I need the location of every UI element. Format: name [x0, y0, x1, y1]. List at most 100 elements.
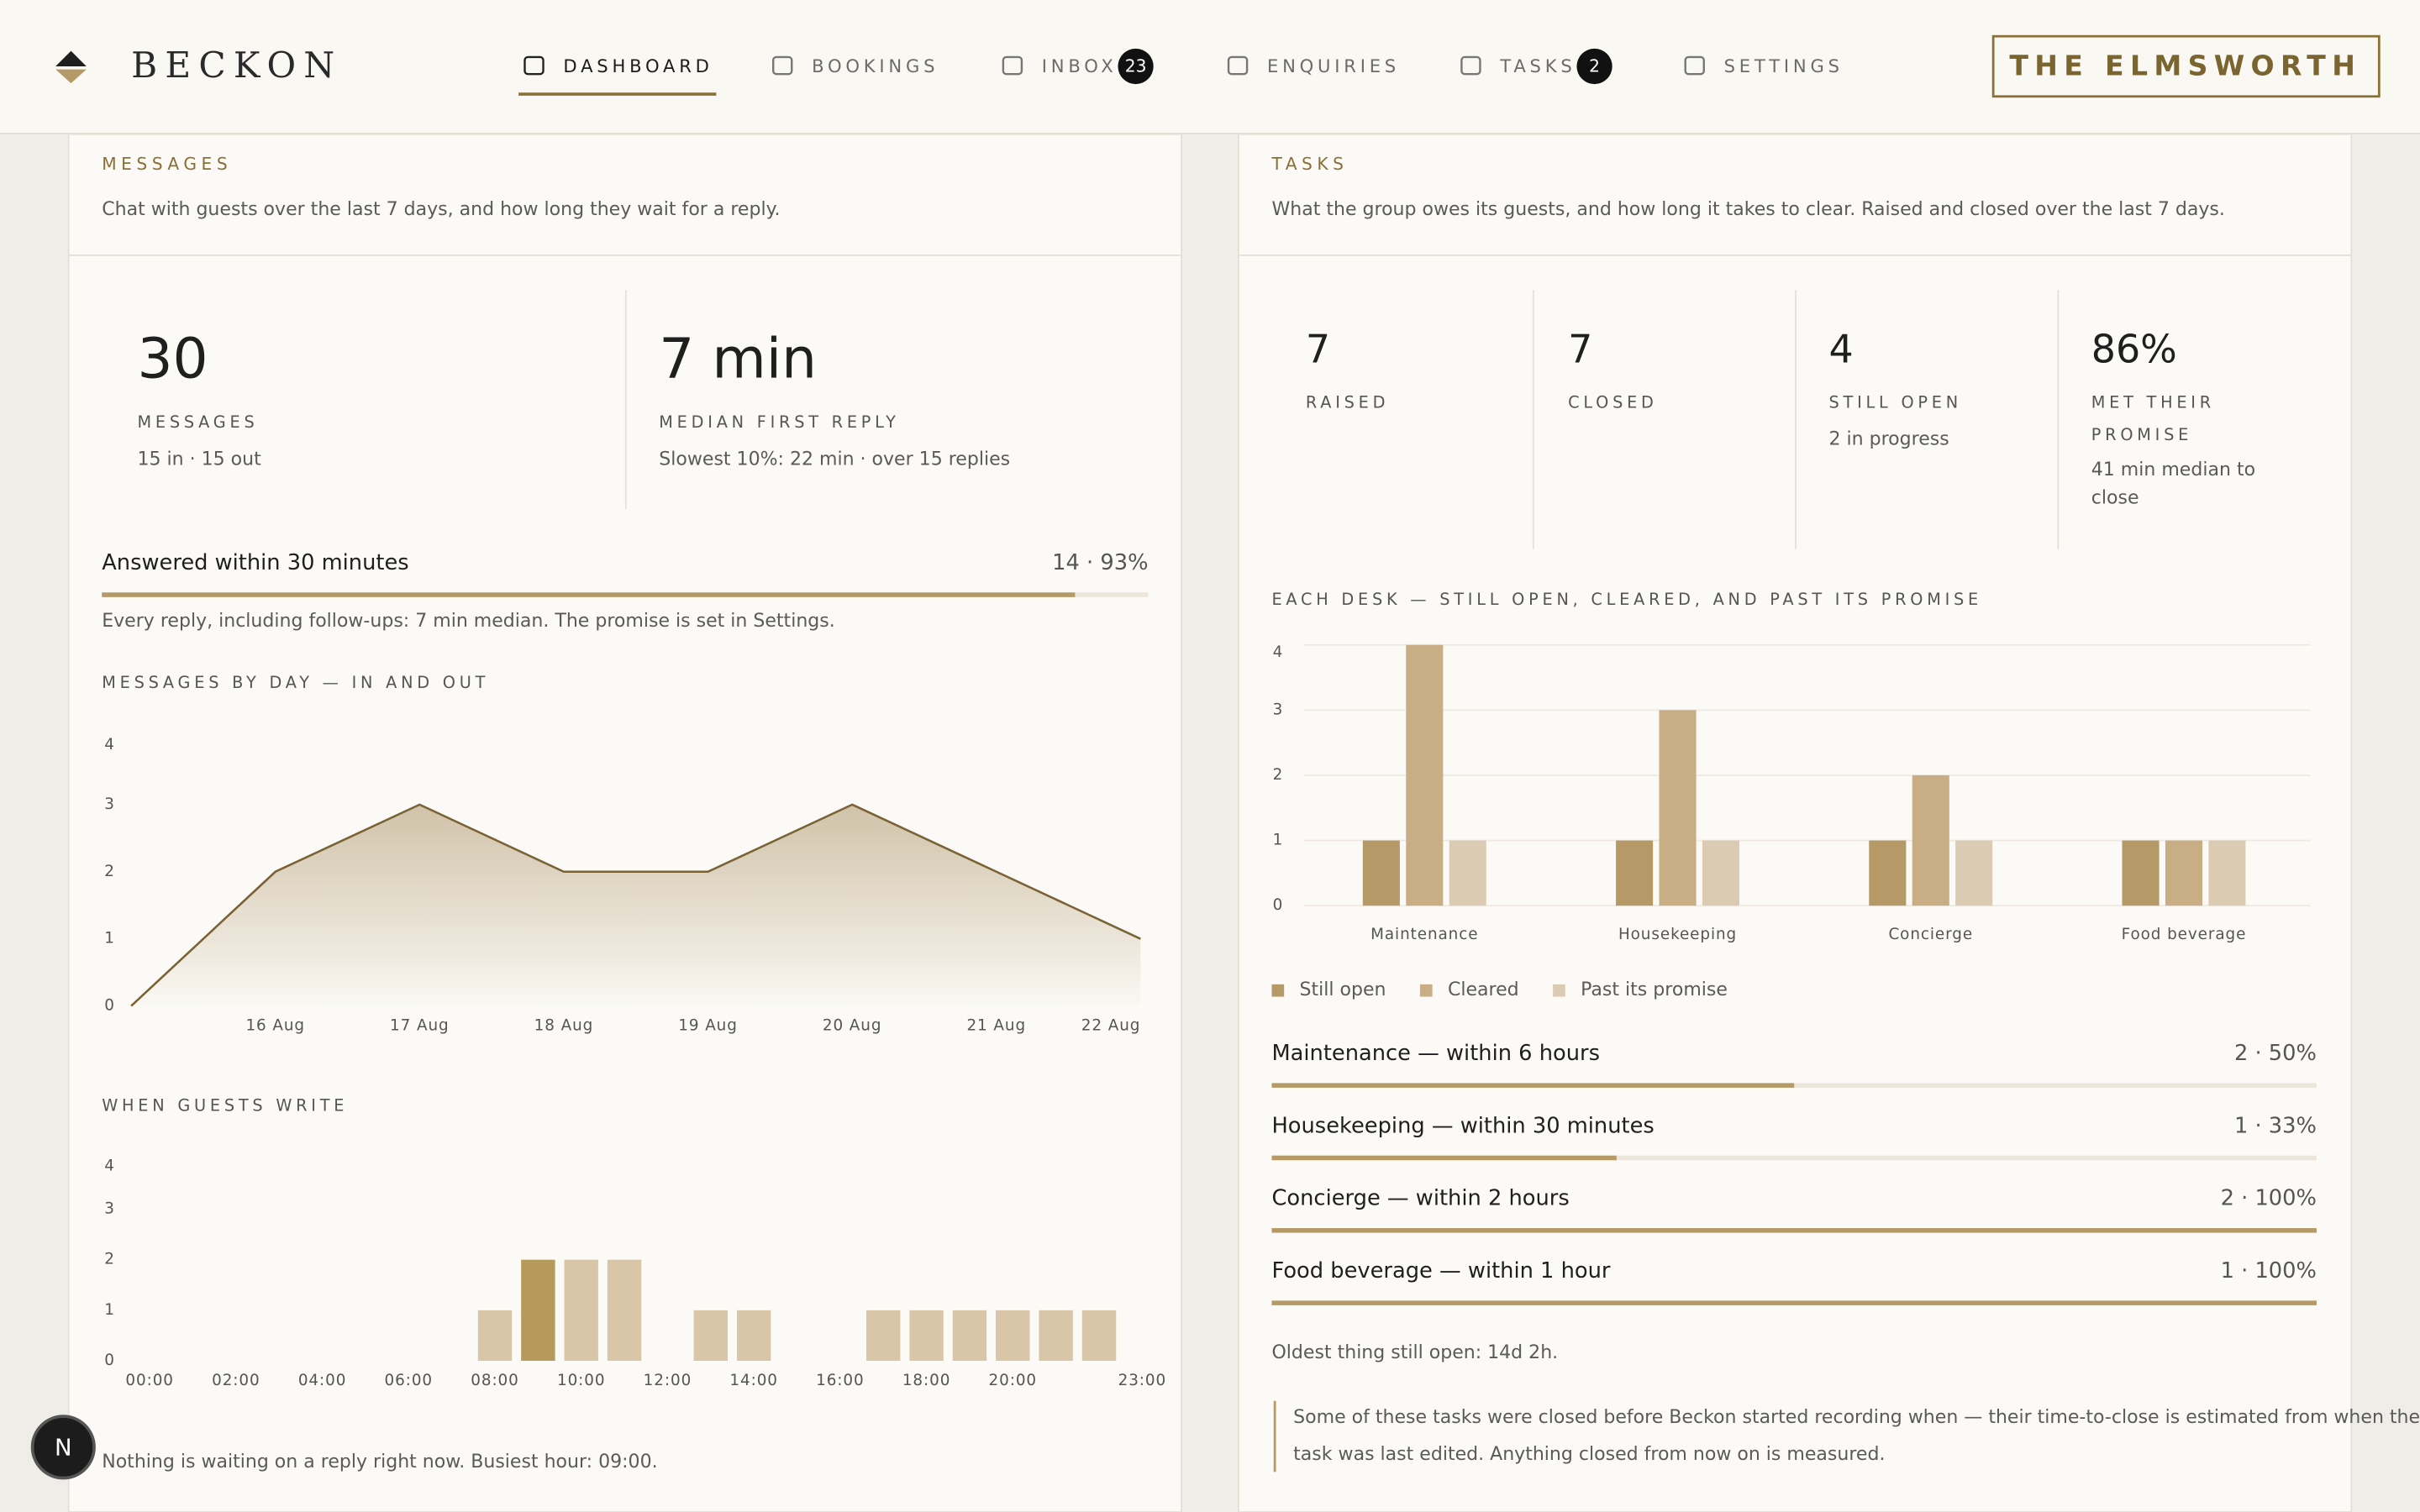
nav-badge [1118, 48, 1154, 85]
legend-swatch [1271, 984, 1285, 997]
dev-badge-label[interactable]: N [55, 1435, 72, 1462]
bar [1616, 840, 1654, 906]
y-tick-label: 4 [104, 736, 114, 753]
stat-label: MET THEIR PROMISE [2091, 392, 2215, 444]
stat-value: 86% [2091, 326, 2177, 371]
line [130, 803, 1141, 1007]
x-tick-label: 12:00 [644, 1372, 692, 1389]
bar [996, 1310, 1030, 1361]
x-tick-label: 18:00 [902, 1372, 951, 1389]
y-tick-label: 4 [1273, 643, 1283, 661]
x-tick-label: 06:00 [385, 1372, 434, 1389]
nav-item[interactable]: BOOKINGS [812, 55, 939, 76]
nav-item[interactable]: SETTINGS [1724, 55, 1844, 76]
x-tick-label: 08:00 [471, 1372, 519, 1389]
x-tick-label: 18 Aug [534, 1016, 594, 1034]
sla-label: Food beverage — within 1 hour [1271, 1258, 1610, 1284]
x-tick-label: Concierge [1888, 926, 1973, 943]
sla-label: Answered within 30 minutes [102, 550, 408, 575]
legend-swatch [1419, 984, 1433, 997]
stat-value: 30 [137, 327, 208, 391]
y-tick-label: 0 [104, 1352, 114, 1369]
chart-title: MESSAGES BY DAY — IN AND OUT [102, 673, 489, 692]
bar [1912, 774, 1949, 906]
sla-bar [1271, 1300, 2317, 1305]
y-tick-label: 3 [104, 795, 114, 813]
sla-value: 1 · 100% [2221, 1258, 2317, 1284]
y-tick-label: 3 [104, 1200, 114, 1218]
area [131, 804, 1141, 1006]
bar [607, 1259, 642, 1361]
dev-badge[interactable] [30, 1415, 96, 1480]
bar [1449, 840, 1486, 906]
x-tick-label: 20 Aug [823, 1016, 882, 1034]
sla-track [1271, 1155, 2317, 1161]
bar [1406, 644, 1444, 906]
nav-icon [1684, 55, 1705, 76]
x-tick-label: 19 Aug [678, 1016, 738, 1034]
nav-icon [1460, 55, 1481, 76]
y-tick-label: 2 [1273, 766, 1283, 784]
sla-value: 2 · 50% [2234, 1041, 2317, 1066]
x-tick-label: 21 Aug [966, 1016, 1026, 1034]
bar [866, 1310, 901, 1361]
stat-detail: Slowest 10%: 22 min · over 15 replies [659, 449, 1010, 470]
nav-badge-count: 2 [1589, 55, 1600, 76]
y-tick-label: 2 [104, 863, 114, 880]
chart-title: EACH DESK — STILL OPEN, CLEARED, AND PAS… [1271, 590, 1982, 609]
property-box[interactable] [1991, 34, 2381, 98]
nav-item[interactable]: ENQUIRIES [1267, 55, 1400, 76]
stat-label: STILL OPEN [1829, 392, 1962, 412]
stat-detail: 41 min median to close [2091, 459, 2255, 508]
panel-subtitle: What the group owes its guests, and how … [1271, 199, 2224, 220]
panel-title: TASKS [1270, 154, 1348, 174]
sla-value: 14 · 93% [1052, 550, 1148, 575]
nav-item[interactable]: TASKS [1499, 55, 1576, 76]
stat-label: CLOSED [1568, 392, 1658, 412]
property-name[interactable]: THE ELMSWORTH [2009, 49, 2361, 81]
x-tick-label: 14:00 [729, 1372, 778, 1389]
bar [1659, 710, 1697, 906]
stat-label: RAISED [1306, 392, 1389, 412]
bar [1702, 840, 1739, 906]
nav-item[interactable]: INBOX [1042, 55, 1118, 76]
bar [477, 1310, 513, 1361]
note: Every reply, including follow-ups: 7 min… [102, 611, 835, 632]
sla-label: Maintenance — within 6 hours [1271, 1041, 1600, 1066]
logo-bottom [55, 69, 87, 84]
brand: BECKON [131, 45, 342, 86]
x-tick-label: 02:00 [212, 1372, 260, 1389]
sla-bar [1271, 1083, 1795, 1088]
y-tick-label: 2 [104, 1251, 114, 1268]
bar [521, 1259, 555, 1361]
nav-badge [1576, 48, 1612, 85]
bar [1039, 1310, 1073, 1361]
y-tick-label: 0 [104, 997, 114, 1015]
sla-label: Housekeeping — within 30 minutes [1271, 1113, 1654, 1138]
x-tick-label: Maintenance [1370, 926, 1478, 943]
stat-value: 4 [1829, 326, 1854, 371]
bar [952, 1310, 987, 1361]
x-tick-label: 20:00 [989, 1372, 1038, 1389]
sla-label: Concierge — within 2 hours [1271, 1186, 1569, 1211]
legend-label: Past its promise [1581, 979, 1728, 1000]
stat-label: MEDIAN FIRST REPLY [659, 412, 899, 432]
sla-bar [1271, 1155, 1617, 1161]
nav-item[interactable]: DASHBOARD [563, 55, 713, 76]
legend-swatch [1553, 984, 1565, 997]
nav-icon [772, 55, 793, 76]
sla-value: 1 · 33% [2234, 1113, 2317, 1138]
legend-label: Still open [1300, 979, 1386, 1000]
bar [693, 1310, 729, 1361]
bar [564, 1259, 598, 1361]
footer-note: Nothing is waiting on a reply right now.… [102, 1452, 657, 1473]
panel-title: MESSAGES [102, 154, 232, 174]
x-tick-label: 00:00 [125, 1372, 174, 1389]
x-tick-label: Housekeeping [1618, 926, 1737, 943]
y-tick-label: 1 [104, 930, 114, 948]
stat-value: 7 [1306, 326, 1330, 371]
sla-value: 2 · 100% [2221, 1186, 2317, 1211]
x-tick-label: 17 Aug [390, 1016, 450, 1034]
y-tick-label: 1 [1273, 832, 1283, 849]
